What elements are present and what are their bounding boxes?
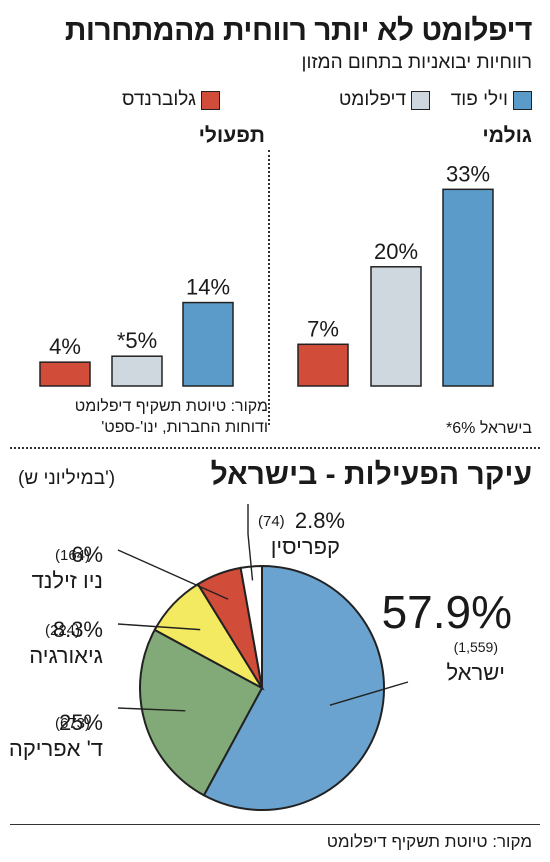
leader-line-1 [117,707,186,712]
gross-bar-1 [370,266,422,387]
slice-name-south-africa: ד' אפריקה [9,736,103,761]
leader-line-3 [117,549,229,600]
operating-bar-label-1: *5% [117,328,157,353]
chart-title: דיפלומט לא יותר רווחית מהמתחרות [64,14,533,47]
operating-bar-1 [111,355,163,387]
legend-swatch [513,90,532,110]
legend-label: וילי פוד [450,89,508,110]
slice-value-georgia: (224) [45,622,80,639]
gross-bar-2 [442,188,494,387]
legend-item-diplomat: דיפלומט [339,88,430,112]
panel-divider [268,150,270,425]
pie-chart: 57.9%(1,559) ישראל (673)25%ד' אפריקה (224)8… [9,504,512,811]
operating-bar-label-2: 14% [186,275,230,300]
leader-line-2 [117,623,201,631]
legend-swatch [201,90,220,110]
gross-bar-label-0: 7% [307,316,339,341]
section-divider [10,447,540,449]
pie-title: עיקר הפעילות - בישראל [210,458,532,491]
operating-bar-label-0: 4% [49,334,81,359]
operating-margin-title: תפעולי [198,124,265,147]
legend-swatch [411,90,430,110]
slice-percent-israel: 57.9% [382,586,512,638]
slice-percent-south-africa: 25% [59,710,103,735]
legend-item-willi-food: וילי פוד [451,88,532,112]
pie-unit: (במיליוני ש') [18,468,116,489]
gross-bar-0 [297,343,349,387]
legend-item-globrands: גלוברנדס [122,88,220,112]
gross-margin-title: גולמי [482,124,532,147]
slice-name-georgia: גיאורגיה [29,643,103,668]
slice-name-cyprus: קפריסין [271,534,340,559]
chart-subtitle: רווחיות יבואניות בתחום המזון [301,52,532,73]
footer-rule [10,824,540,825]
slice-value-south-africa: (673) [55,715,90,732]
leader-line-4 [247,504,254,581]
pie-slice-0 [202,564,385,811]
slice-percent-georgia: 8.3% [53,617,103,642]
slice-value-israel: (1,559) [454,639,498,655]
slice-value-cyprus: (74) [258,513,285,530]
legend-label: גלוברנדס [122,89,196,110]
legend-label: דיפלומט [338,89,406,110]
slice-name-israel: ישראל [446,660,505,685]
gross-bar-label-2: 33% [446,161,490,186]
pie-slice-1 [139,628,264,797]
source-line-2: ודוחות החברות, ינו'-ספט' [101,419,268,436]
source-note-bottom: מקור: טיוטת תשקיף דיפלומט [326,832,532,851]
gross-bar-label-1: 20% [374,239,418,264]
bar-charts: 7% 20% 33% 4% *5% 14% [39,161,494,387]
slice-value-new-zealand: (164) [55,547,90,564]
operating-bar-2 [182,301,234,387]
operating-bar-0 [39,361,91,387]
slice-name-new-zealand: ניו זילנד [32,568,103,593]
slice-percent-new-zealand: 6% [71,542,103,567]
slice-percent-cyprus: 2.8% [295,508,345,533]
footnote: *6% בישראל [446,420,532,437]
source-line-1: מקור: טיוטת תשקיף דיפלומט [74,398,268,415]
leader-line-0 [329,681,409,706]
source-note-top: מקור: טיוטת תשקיף דיפלומט ודוחות החברות,… [75,396,268,438]
